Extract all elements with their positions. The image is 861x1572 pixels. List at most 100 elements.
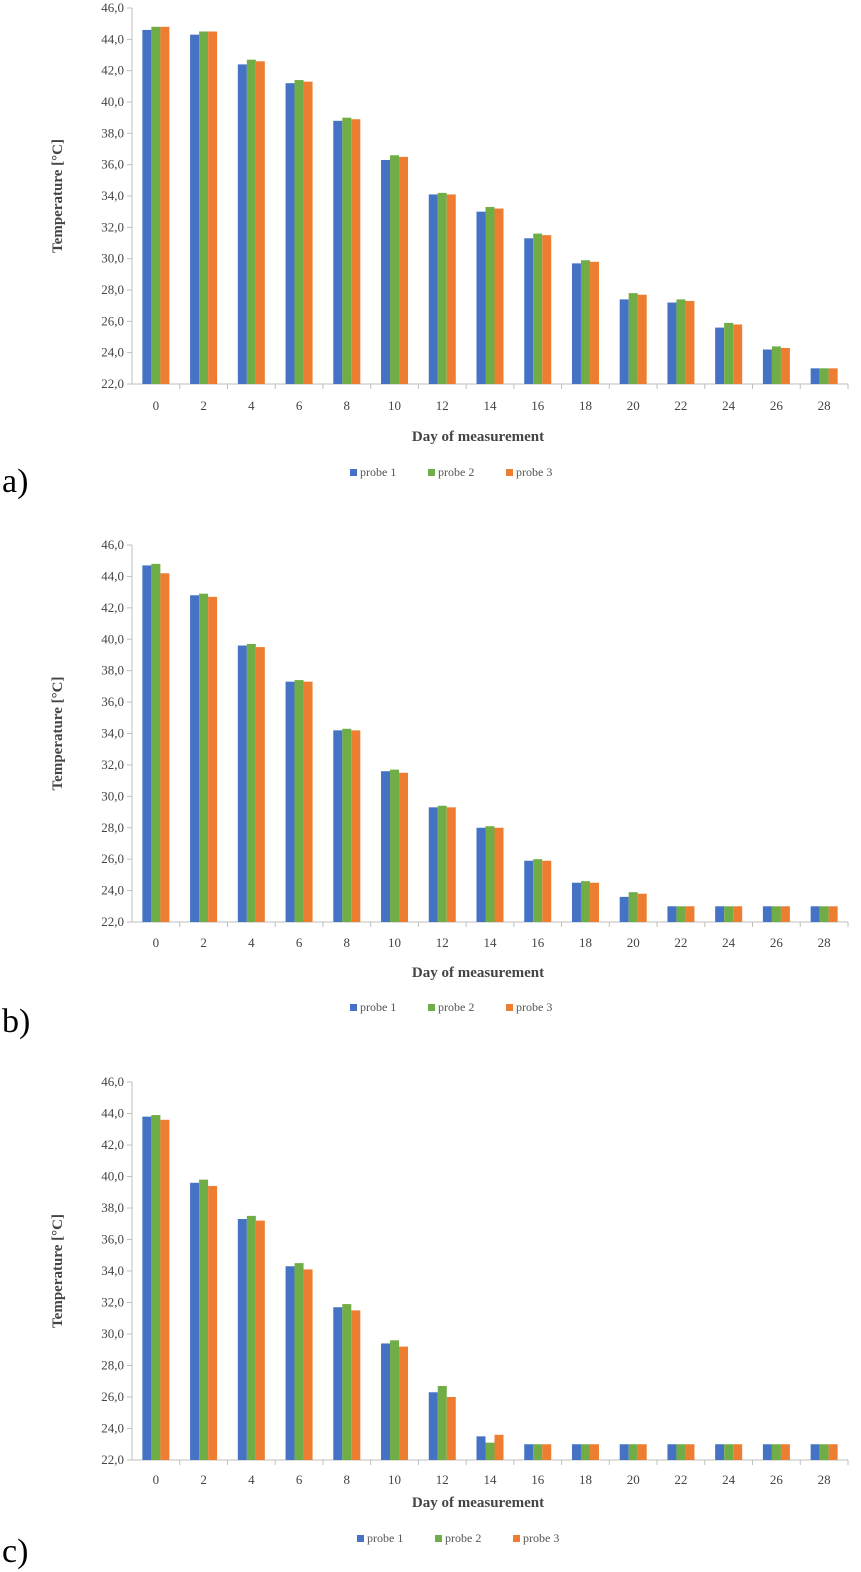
x-tick-label: 20 xyxy=(627,1472,640,1487)
x-tick-label: 24 xyxy=(722,935,736,950)
legend-swatch xyxy=(428,1004,435,1011)
x-tick-label: 2 xyxy=(200,935,207,950)
bar-probe2-day-14 xyxy=(485,826,495,922)
legend-swatch xyxy=(350,1004,357,1011)
y-tick-label: 46,0 xyxy=(101,537,124,552)
bar-probe2-day-24 xyxy=(724,1444,734,1460)
bar-probe1-day-6 xyxy=(285,681,295,922)
bar-probe2-day-28 xyxy=(819,368,829,384)
y-tick-label: 32,0 xyxy=(101,219,124,234)
bar-probe3-day-2 xyxy=(208,1185,218,1460)
x-tick-label: 14 xyxy=(484,935,498,950)
bar-probe3-day-26 xyxy=(780,1444,790,1460)
y-tick-label: 36,0 xyxy=(101,694,124,709)
bar-probe3-day-20 xyxy=(637,1444,647,1460)
bar-probe3-day-6 xyxy=(303,81,313,384)
y-tick-label: 36,0 xyxy=(101,157,124,172)
x-tick-label: 2 xyxy=(200,1472,207,1487)
x-tick-label: 16 xyxy=(531,398,545,413)
bar-probe1-day-20 xyxy=(619,299,629,384)
bar-probe2-day-2 xyxy=(199,31,209,384)
bar-probe2-day-8 xyxy=(342,1304,352,1460)
bar-probe3-day-28 xyxy=(828,1444,838,1460)
y-tick-label: 46,0 xyxy=(101,1074,124,1089)
bar-probe1-day-2 xyxy=(190,34,200,385)
x-tick-label: 18 xyxy=(579,398,592,413)
x-tick-label: 12 xyxy=(436,1472,449,1487)
bar-probe3-day-16 xyxy=(542,1444,552,1460)
x-tick-label: 24 xyxy=(722,1472,736,1487)
bar-probe1-day-6 xyxy=(285,1266,295,1460)
x-tick-label: 18 xyxy=(579,1472,592,1487)
x-tick-label: 16 xyxy=(531,1472,545,1487)
bar-probe1-day-12 xyxy=(428,807,438,922)
y-tick-label: 26,0 xyxy=(101,851,124,866)
bar-probe2-day-2 xyxy=(199,1179,209,1460)
panel-label: c) xyxy=(2,1533,28,1570)
bar-probe1-day-8 xyxy=(333,730,343,922)
y-tick-label: 28,0 xyxy=(101,282,124,297)
y-tick-label: 32,0 xyxy=(101,757,124,772)
bar-probe1-day-0 xyxy=(142,1116,152,1460)
bar-probe3-day-0 xyxy=(160,1119,170,1460)
x-tick-label: 0 xyxy=(153,398,160,413)
bar-probe2-day-26 xyxy=(771,906,781,922)
x-tick-label: 22 xyxy=(674,1472,687,1487)
bar-probe2-day-20 xyxy=(628,892,638,922)
bar-probe3-day-18 xyxy=(589,261,599,384)
bar-probe3-day-18 xyxy=(589,882,599,922)
legend-label: probe 1 xyxy=(367,1531,403,1545)
bar-probe3-day-0 xyxy=(160,573,170,922)
bar-probe2-day-18 xyxy=(580,1444,590,1460)
bar-probe1-day-22 xyxy=(667,906,677,922)
bar-probe2-day-18 xyxy=(580,881,590,922)
legend-swatch xyxy=(428,469,435,476)
bar-probe1-day-18 xyxy=(571,1444,581,1460)
bar-probe3-day-20 xyxy=(637,893,647,922)
bar-probe2-day-12 xyxy=(437,805,447,922)
bar-probe1-day-0 xyxy=(142,29,152,385)
y-tick-label: 40,0 xyxy=(101,1169,124,1184)
y-tick-label: 24,0 xyxy=(101,883,124,898)
bar-probe2-day-22 xyxy=(676,299,686,384)
chart-0: 22,0 24,0 26,0 28,0 30,0 32,0 34,0 36,0 38,0 40,0… xyxy=(2,0,849,500)
x-tick-label: 8 xyxy=(344,398,351,413)
y-tick-label: 24,0 xyxy=(101,1421,124,1436)
y-tick-label: 26,0 xyxy=(101,313,124,328)
y-tick-label: 24,0 xyxy=(101,345,124,360)
bar-probe1-day-16 xyxy=(524,1444,534,1460)
x-tick-label: 10 xyxy=(388,398,401,413)
chart-2: 22,0 24,0 26,0 28,0 30,0 32,0 34,0 36,0 38,0 40,0… xyxy=(2,1074,849,1570)
bar-probe3-day-6 xyxy=(303,681,313,922)
bar-probe2-day-10 xyxy=(390,1340,400,1460)
x-tick-label: 28 xyxy=(818,398,831,413)
bar-probe3-day-10 xyxy=(399,772,409,922)
bar-probe1-day-4 xyxy=(237,64,247,385)
bar-probe2-day-24 xyxy=(724,906,734,922)
bar-probe3-day-8 xyxy=(351,119,361,384)
bar-probe2-day-12 xyxy=(437,1385,447,1460)
legend-label: probe 2 xyxy=(445,1531,481,1545)
bar-probe3-day-14 xyxy=(494,827,504,922)
x-tick-label: 28 xyxy=(818,935,831,950)
y-tick-label: 44,0 xyxy=(101,31,124,46)
y-tick-label: 34,0 xyxy=(101,188,124,203)
y-tick-label: 30,0 xyxy=(101,1326,124,1341)
bar-probe2-day-20 xyxy=(628,1444,638,1460)
x-tick-label: 20 xyxy=(627,935,640,950)
bar-probe2-day-28 xyxy=(819,1444,829,1460)
bar-probe1-day-4 xyxy=(237,1219,247,1460)
x-tick-label: 2 xyxy=(200,398,207,413)
bar-probe2-day-24 xyxy=(724,322,734,384)
bar-probe2-day-26 xyxy=(771,1444,781,1460)
y-tick-label: 40,0 xyxy=(101,631,124,646)
bar-probe2-day-28 xyxy=(819,906,829,922)
x-tick-label: 6 xyxy=(296,398,303,413)
bar-probe1-day-14 xyxy=(476,211,486,384)
bar-probe2-day-16 xyxy=(533,233,543,384)
bar-probe3-day-4 xyxy=(255,61,265,385)
bar-probe1-day-6 xyxy=(285,83,295,384)
bar-probe1-day-26 xyxy=(762,1444,772,1460)
x-tick-label: 12 xyxy=(436,935,449,950)
bar-probe1-day-18 xyxy=(571,882,581,922)
